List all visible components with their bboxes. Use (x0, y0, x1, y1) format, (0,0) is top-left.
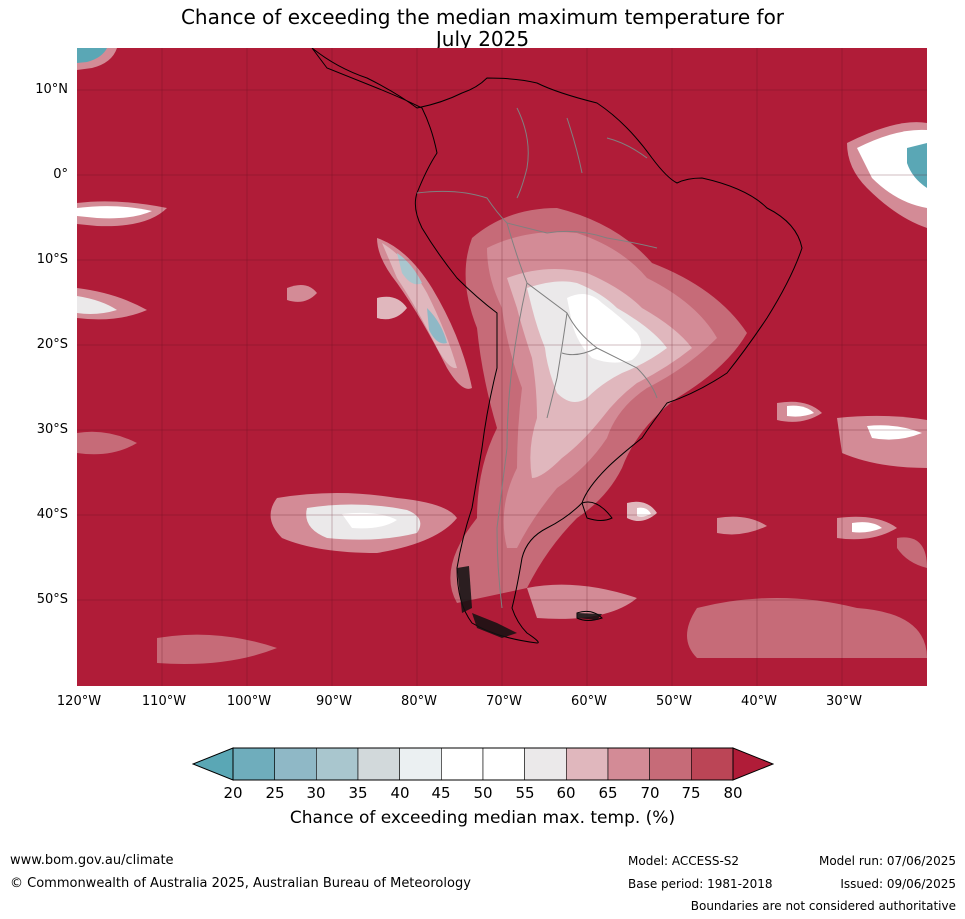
colorbar-cell (441, 747, 484, 781)
lat-label: 40°S (36, 507, 68, 522)
issued-date: Issued: 09/06/2025 (840, 877, 956, 891)
probability-shading-peru-coast (377, 238, 472, 389)
lat-label: 30°S (36, 422, 68, 437)
colorbar-cell (566, 747, 609, 781)
website-link[interactable]: www.bom.gov.au/climate (10, 853, 174, 868)
colorbar-cell (232, 747, 275, 781)
graticule (77, 48, 927, 686)
boundaries-disclaimer: Boundaries are not considered authoritat… (690, 899, 956, 913)
colorbar-tick: 40 (390, 784, 410, 802)
coastline (311, 48, 803, 644)
colorbar-cell (691, 747, 734, 781)
lat-label: 50°S (36, 592, 68, 607)
colorbar-tick: 50 (473, 784, 493, 802)
colorbar-tick: 30 (306, 784, 326, 802)
lon-label: 90°W (316, 694, 352, 709)
copyright-notice: © Commonwealth of Australia 2025, Austra… (10, 876, 471, 891)
lon-label: 60°W (571, 694, 607, 709)
colorbar-high-extension (732, 747, 774, 781)
country-borders (416, 107, 658, 609)
lon-label: 80°W (401, 694, 437, 709)
lon-label: 50°W (656, 694, 692, 709)
colorbar-cell (649, 747, 692, 781)
colorbar-cell (399, 747, 442, 781)
lat-label: 0° (53, 167, 68, 182)
base-period: Base period: 1981-2018 (628, 877, 773, 891)
lon-label: 120°W (56, 694, 102, 709)
colorbar (192, 747, 774, 781)
probability-shading-ocean-features (77, 48, 927, 664)
colorbar-low-extension (192, 747, 234, 781)
lat-label: 20°S (36, 337, 68, 352)
model-name: Model: ACCESS-S2 (628, 854, 740, 868)
lon-label: 100°W (226, 694, 272, 709)
colorbar-tick: 25 (265, 784, 285, 802)
colorbar-outline (232, 747, 734, 781)
lon-label: 110°W (141, 694, 187, 709)
colorbar-tick: 70 (640, 784, 660, 802)
model-run-date: Model run: 07/06/2025 (818, 854, 956, 868)
colorbar-tick: 75 (681, 784, 701, 802)
lat-label: 10°N (35, 82, 68, 97)
colorbar-cell (316, 747, 359, 781)
colorbar-cell (607, 747, 650, 781)
colorbar-tick: 20 (223, 784, 243, 802)
colorbar-tick: 80 (723, 784, 743, 802)
map-title-line1: Chance of exceeding the median maximum t… (180, 5, 785, 29)
lon-label: 40°W (741, 694, 777, 709)
colorbar-cell (524, 747, 567, 781)
lat-label: 10°S (36, 252, 68, 267)
lon-label: 30°W (826, 694, 862, 709)
probability-shading-south-pacific (270, 284, 457, 553)
map-title-line2: July 2025 (435, 27, 530, 51)
probability-shading-south-america (450, 208, 747, 603)
colorbar-label: Chance of exceeding median max. temp. (%… (289, 808, 676, 828)
colorbar-cell (482, 747, 525, 781)
colorbar-cell (357, 747, 400, 781)
colorbar-tick: 55 (515, 784, 535, 802)
colorbar-tick: 35 (348, 784, 368, 802)
lon-label: 70°W (486, 694, 522, 709)
colorbar-tick: 45 (431, 784, 451, 802)
colorbar-tick: 65 (598, 784, 618, 802)
colorbar-cell (274, 747, 317, 781)
patagonia-islands (457, 566, 602, 638)
forecast-map (77, 48, 927, 686)
colorbar-tick: 60 (556, 784, 576, 802)
